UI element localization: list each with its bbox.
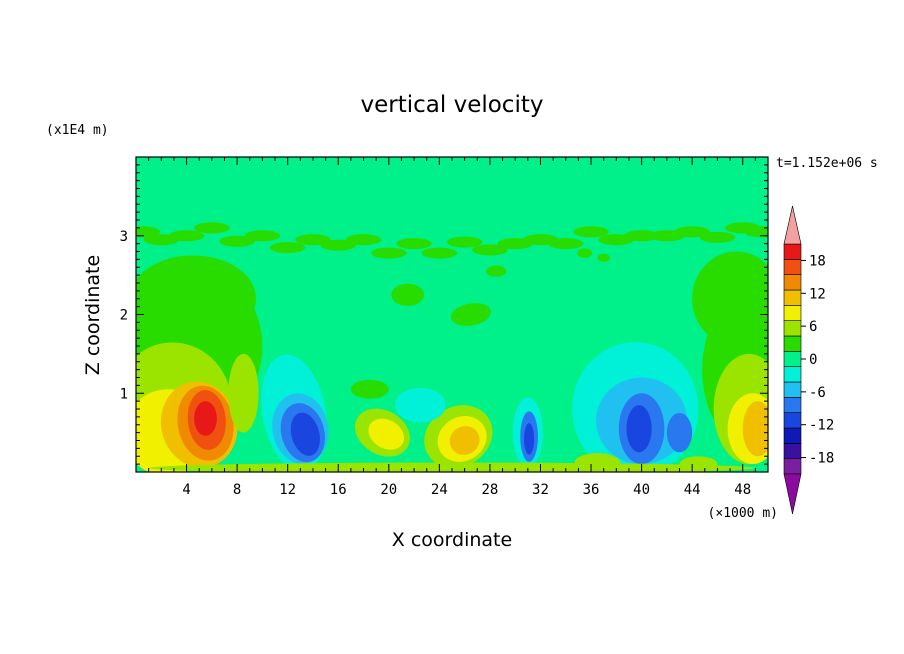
updraft-region <box>368 418 405 450</box>
x-tick-label: 12 <box>279 482 296 498</box>
contour-band-segment <box>623 230 660 242</box>
colorbar-under-arrow <box>783 473 802 515</box>
time-label: t=1.152e+06 s <box>776 156 878 171</box>
x-tick-label: 24 <box>431 482 448 498</box>
contour-band-segment <box>674 226 710 238</box>
downdraft-region <box>666 412 693 453</box>
contour-band-segment <box>136 226 161 238</box>
x-tick-label: 4 <box>182 482 190 498</box>
contour-field <box>136 157 768 472</box>
contour-band-segment <box>446 236 483 248</box>
y-tick-label: 1 <box>120 386 128 402</box>
contour-band-segment <box>219 235 255 247</box>
contour-band-segment <box>168 230 205 242</box>
contour-band-segment <box>699 231 736 243</box>
contour-patch <box>350 379 389 399</box>
contour-band-segment <box>743 226 768 238</box>
downdraft-region <box>626 405 652 453</box>
colorbar-over-arrow <box>783 205 802 245</box>
contour-patch <box>450 303 491 326</box>
x-axis: 4 8 12 16 20 24 28 32 36 40 44 48 <box>148 157 756 498</box>
x-tick-label: 32 <box>532 482 549 498</box>
contour-region-left <box>136 255 257 343</box>
x-unit-label: (×1000 m) <box>708 506 778 521</box>
x-tick-label: 36 <box>583 482 600 498</box>
colorbar-swatch <box>783 443 802 459</box>
colorbar-tick-label: 6 <box>809 319 817 335</box>
chart-title: vertical velocity <box>361 92 544 118</box>
contour-band-segment <box>577 248 593 258</box>
contour-band-segment <box>345 234 382 246</box>
colorbar-swatch <box>783 412 802 429</box>
x-tick-label: 40 <box>633 482 650 498</box>
colorbar-tick-label: -6 <box>809 385 826 401</box>
contour-band-segment <box>472 244 508 256</box>
x-tick-label: 16 <box>330 482 347 498</box>
colorbar-tick-label: 0 <box>809 352 817 368</box>
x-tick-label: 20 <box>380 482 397 498</box>
contour-band-segment <box>573 226 609 238</box>
contour-band-segment <box>548 238 584 250</box>
colorbar-swatch <box>783 305 802 321</box>
colorbar-swatch <box>783 320 802 337</box>
y-axis-label: Z coordinate <box>82 255 104 375</box>
x-tick-label: 44 <box>684 482 701 498</box>
colorbar-swatch <box>783 243 802 260</box>
colorbar-swatch <box>783 351 802 367</box>
y-tick-label: 2 <box>120 308 128 324</box>
y-unit-label: (x1E4 m) <box>46 123 109 138</box>
contour-band-segment <box>244 230 281 242</box>
colorbar-tick-label: 12 <box>809 286 826 302</box>
colorbar-swatch <box>783 427 802 444</box>
colorbar: 18 12 6 0 -6 -12 -18 <box>783 205 834 515</box>
colorbar-swatch <box>783 335 802 352</box>
y-tick-label: 3 <box>120 229 128 245</box>
updraft-core <box>194 401 217 436</box>
contour-band-segment <box>320 239 356 251</box>
colorbar-swatch <box>783 274 802 291</box>
x-tick-label: 28 <box>481 482 498 498</box>
contour-band-segment <box>597 253 610 262</box>
downdraft-region <box>290 412 320 456</box>
updraft-region <box>449 426 480 455</box>
downdraft-region <box>524 423 535 455</box>
contour-band-segment <box>269 242 306 254</box>
colorbar-tick-label: -18 <box>809 451 834 467</box>
x-tick-label: 8 <box>233 482 241 498</box>
contour-band-segment <box>295 234 331 246</box>
contour-region-left <box>228 353 259 433</box>
x-axis-label: X coordinate <box>392 529 512 551</box>
contour-patch <box>486 265 507 277</box>
colorbar-tick-label: 18 <box>809 253 826 269</box>
colorbar-swatch <box>783 259 802 275</box>
colorbar-swatch <box>783 397 802 413</box>
colorbar-swatch <box>783 458 802 475</box>
colorbar-swatch <box>783 366 802 383</box>
y-axis: 1 2 3 <box>120 164 768 465</box>
colorbar-swatch <box>783 289 802 306</box>
contour-band-segment <box>396 238 432 250</box>
colorbar-swatch <box>783 381 802 398</box>
contour-region-right <box>742 401 768 457</box>
contour-band-segment <box>371 247 407 259</box>
contour-patch <box>395 387 446 423</box>
contour-band-segment <box>421 247 458 259</box>
contour-band-segment <box>194 222 230 234</box>
x-tick-label: 48 <box>734 482 751 498</box>
colorbar-tick-label: -12 <box>809 418 834 434</box>
contour-patch <box>391 283 425 306</box>
